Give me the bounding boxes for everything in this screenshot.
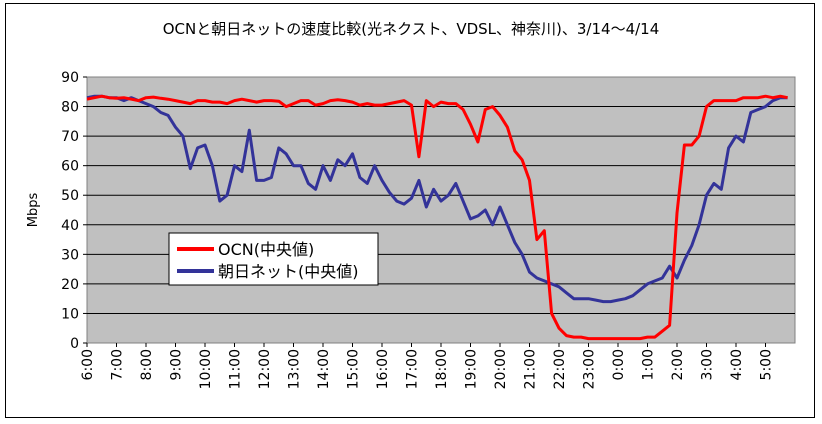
y-axis-label: Mbps	[26, 193, 41, 228]
x-tick-label: 2:00	[670, 349, 686, 380]
legend: OCN(中央値) 朝日ネット(中央値)	[168, 232, 379, 286]
x-tick-label: 12:00	[257, 349, 273, 389]
x-tick-label: 3:00	[700, 349, 716, 380]
x-tick-label: 0:00	[611, 349, 627, 380]
x-tick-label: 16:00	[375, 349, 391, 389]
x-axis-ticks: 6:00 7:00 8:00 9:00 10:00 11:00 12:00 13:00 14:0…	[80, 343, 775, 389]
chart-title: OCNと朝日ネットの速度比較(光ネクスト、VDSL、神奈川)、3/14～4/14	[163, 20, 660, 38]
x-tick-label: 20:00	[493, 349, 509, 389]
x-tick-label: 5:00	[759, 349, 775, 380]
x-tick-label: 23:00	[582, 349, 598, 389]
x-tick-label: 19:00	[464, 349, 480, 389]
y-tick-label: 30	[61, 247, 79, 263]
y-tick-label: 90	[61, 70, 79, 86]
x-tick-label: 1:00	[641, 349, 657, 380]
series-line-1	[86, 94, 788, 304]
x-tick-label: 13:00	[287, 349, 303, 389]
x-tick-label: 21:00	[523, 349, 539, 389]
plot-area	[86, 76, 796, 344]
x-tick-label: 17:00	[405, 349, 421, 389]
series-line-0	[86, 94, 788, 341]
x-tick-label: 8:00	[139, 349, 155, 380]
y-tick-label: 10	[61, 306, 79, 322]
legend-box	[168, 232, 379, 286]
legend-label-asahi: 朝日ネット(中央値)	[218, 262, 359, 281]
y-tick-label: 0	[70, 336, 79, 352]
series-lines	[86, 94, 788, 341]
x-tick-label: 9:00	[169, 349, 185, 380]
x-tick-label: 4:00	[729, 349, 745, 380]
x-tick-label: 6:00	[80, 349, 96, 380]
x-tick-label: 15:00	[346, 349, 362, 389]
y-tick-label: 20	[61, 277, 79, 293]
y-axis-ticks: 0 10 20 30 40 50 60 70 80 90	[61, 70, 87, 352]
legend-label-ocn: OCN(中央値)	[218, 240, 314, 259]
y-tick-label: 40	[61, 218, 79, 234]
y-tick-label: 70	[61, 129, 79, 145]
x-tick-label: 11:00	[228, 349, 244, 389]
x-tick-label: 14:00	[316, 349, 332, 389]
x-tick-label: 22:00	[552, 349, 568, 389]
x-tick-label: 18:00	[434, 349, 450, 389]
y-tick-label: 50	[61, 188, 79, 204]
x-tick-label: 7:00	[110, 349, 126, 380]
y-tick-label: 60	[61, 159, 79, 175]
y-tick-label: 80	[61, 100, 79, 116]
speed-chart: OCNと朝日ネットの速度比較(光ネクスト、VDSL、神奈川)、3/14～4/14…	[26, 20, 796, 389]
chart-frame: OCNと朝日ネットの速度比較(光ネクスト、VDSL、神奈川)、3/14～4/14…	[5, 3, 815, 418]
x-tick-label: 10:00	[198, 349, 214, 389]
